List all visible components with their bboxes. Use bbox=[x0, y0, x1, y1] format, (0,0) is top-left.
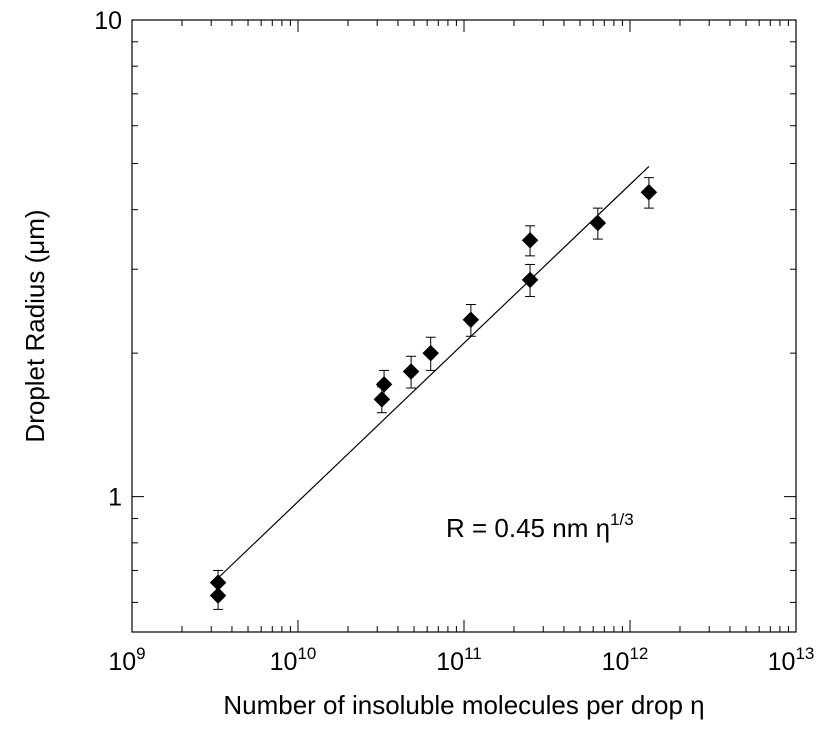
fit-line-group bbox=[217, 165, 650, 579]
data-point-diamond bbox=[462, 311, 480, 329]
data-point-diamond bbox=[640, 183, 658, 201]
fit-line bbox=[217, 165, 650, 579]
data-markers bbox=[209, 183, 658, 604]
y-tick-labels: 1 10 bbox=[94, 7, 122, 512]
data-point-diamond bbox=[422, 344, 440, 362]
x-axis-label: Number of insoluble molecules per drop η bbox=[223, 690, 704, 720]
data-point-diamond bbox=[521, 271, 539, 289]
data-point-diamond bbox=[375, 376, 393, 393]
x-tick-labels: 109 1010 1011 1012 1013 bbox=[108, 644, 814, 676]
data-point-diamond bbox=[402, 363, 420, 380]
data-point-diamond bbox=[589, 214, 607, 232]
fit-annotation-text: R = 0.45 nm η bbox=[446, 513, 610, 543]
x-tick-label: 1011 bbox=[436, 644, 481, 676]
y-axis-label: Droplet Radius (μm) bbox=[20, 209, 50, 442]
x-tick-label: 1013 bbox=[768, 644, 815, 676]
fit-annotation-exponent: 1/3 bbox=[610, 510, 634, 529]
x-tick-label: 109 bbox=[108, 644, 145, 676]
x-tick-label: 1012 bbox=[602, 644, 649, 676]
data-point-diamond bbox=[521, 231, 539, 249]
axis-ticks bbox=[131, 20, 796, 632]
fit-annotation: R = 0.45 nm η1/3 bbox=[446, 510, 634, 543]
y-tick-label: 1 bbox=[108, 484, 122, 512]
data-point-diamond bbox=[373, 390, 391, 408]
x-tick-label: 1010 bbox=[270, 644, 317, 676]
data-point-diamond bbox=[209, 587, 227, 604]
y-tick-label: 10 bbox=[94, 7, 122, 35]
error-bars bbox=[213, 177, 654, 610]
